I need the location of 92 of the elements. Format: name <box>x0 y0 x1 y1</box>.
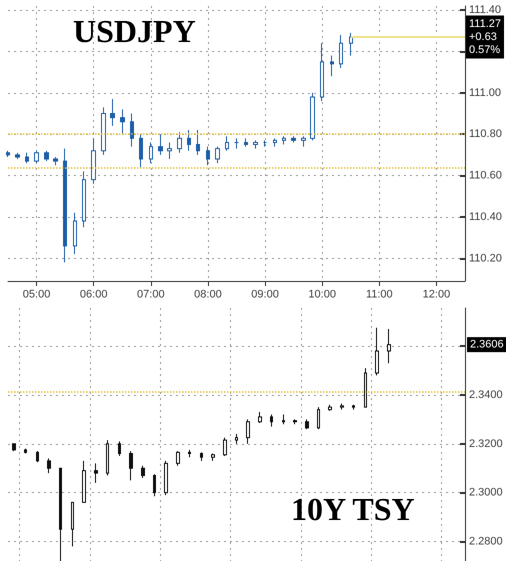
candlestick <box>120 108 125 135</box>
candlestick <box>234 138 239 150</box>
candlestick <box>196 130 200 156</box>
candlestick <box>235 434 238 444</box>
x-tick-label: 08:00 <box>194 288 222 300</box>
candlestick <box>91 138 96 184</box>
candlestick <box>364 368 367 408</box>
candlestick <box>15 152 20 160</box>
candlestick <box>106 440 109 476</box>
candlestick <box>291 136 296 143</box>
candlestick <box>164 460 168 496</box>
candlestick <box>94 462 98 484</box>
candlestick <box>139 134 143 168</box>
x-tick-label: 05:00 <box>22 288 50 300</box>
candlestick <box>246 418 250 444</box>
candlestick <box>118 440 121 456</box>
y-tick-label: 2.2800 <box>469 535 503 548</box>
candlestick <box>73 212 77 255</box>
x-tick-label: 06:00 <box>80 288 108 300</box>
candlestick <box>101 106 106 156</box>
candlestick <box>34 150 39 164</box>
candlestick <box>153 474 156 497</box>
candlestick <box>211 453 215 462</box>
candlestick <box>263 140 267 148</box>
x-tick-label: 07:00 <box>137 288 165 300</box>
candlestick <box>305 418 309 430</box>
candlestick <box>44 150 49 162</box>
candlestick <box>158 134 163 156</box>
y-tick-label: 2.3200 <box>469 438 503 450</box>
candlestick <box>215 146 220 164</box>
x-tick-label: 09:00 <box>251 288 279 300</box>
candlestick <box>82 170 86 228</box>
candlestick <box>167 142 172 160</box>
x-tick-label: 11:00 <box>366 288 393 300</box>
x-tick-label: 10:00 <box>308 288 336 300</box>
y-tick-label: 2.3000 <box>469 486 503 499</box>
candlestick <box>339 34 343 69</box>
candlestick <box>187 130 191 152</box>
candlestick <box>177 132 182 154</box>
candlestick <box>206 146 210 166</box>
candlestick <box>176 450 180 466</box>
candlestick <box>225 136 229 152</box>
candlestick <box>328 404 332 412</box>
candlestick <box>310 92 315 141</box>
candlestick <box>253 140 258 150</box>
candlestick <box>258 412 262 424</box>
candlestick <box>293 418 297 425</box>
y-tick-label: 110.80 <box>469 128 502 140</box>
y-tick-label: 2.3400 <box>469 388 503 401</box>
candlestick <box>349 32 353 56</box>
candlestick <box>12 443 16 452</box>
candlestick <box>273 138 277 148</box>
y-tick-label: 110.40 <box>469 210 502 223</box>
x-tick-label: 12:00 <box>422 288 450 300</box>
candlestick <box>270 414 273 428</box>
chart-title: USDJPY <box>73 13 196 49</box>
candlestick <box>223 437 227 456</box>
candlestick <box>282 414 285 425</box>
candlestick <box>82 460 86 503</box>
candlestick <box>130 113 134 148</box>
y-tick-label: 111.40 <box>469 4 502 16</box>
candlestick <box>200 452 203 462</box>
candlestick <box>24 448 27 454</box>
candlestick <box>141 465 145 478</box>
y-tick-label: 110.60 <box>469 170 502 182</box>
candlestick <box>282 136 286 146</box>
candlestick <box>6 150 10 158</box>
candlestick <box>71 502 74 547</box>
candlestick <box>63 148 67 263</box>
y-tick-label: 111.00 <box>469 86 502 99</box>
candlestick <box>110 98 115 126</box>
candlestick <box>36 450 39 463</box>
candlestick <box>317 406 320 430</box>
ref-line-label: 111.27 +0.63 0.57% <box>469 18 502 56</box>
candlestick <box>330 55 334 77</box>
candlestick <box>53 156 58 166</box>
candlestick <box>149 142 153 164</box>
candlestick <box>59 468 62 561</box>
candlestick <box>188 449 191 458</box>
candlestick <box>301 136 306 148</box>
y-tick-label: 110.20 <box>469 252 502 264</box>
candlestick <box>129 450 133 481</box>
candlestick <box>340 402 344 410</box>
candlestick <box>375 327 379 376</box>
candlestick <box>47 458 51 474</box>
candlestick <box>320 42 324 102</box>
candlestick <box>25 152 29 164</box>
annotation: 2.3606 <box>470 338 504 351</box>
candlestick <box>244 138 248 148</box>
text: 10Y TSY <box>291 491 415 527</box>
candlestick <box>352 404 355 410</box>
candlestick <box>387 328 391 364</box>
